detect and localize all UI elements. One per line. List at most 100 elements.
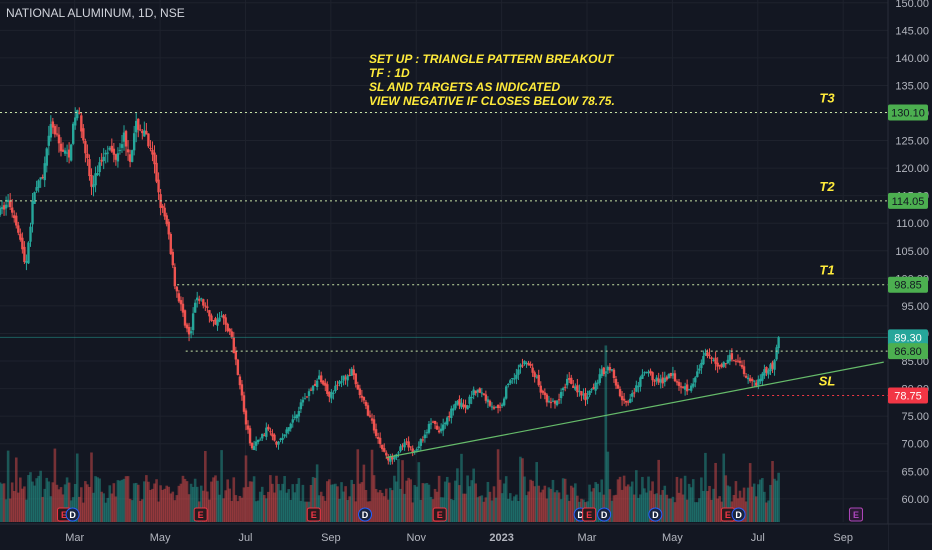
volume-bar — [708, 485, 711, 522]
price-tick-label: 135.00 — [895, 80, 929, 92]
candlesticks — [0, 107, 780, 465]
volume-bar — [488, 491, 492, 522]
time-tick-label: 2023 — [489, 532, 513, 544]
candle-body — [51, 121, 55, 128]
candle-body — [502, 398, 506, 406]
volume-bar — [159, 485, 162, 522]
volume-bar — [265, 498, 268, 522]
volume-bar — [592, 488, 595, 522]
candle-body — [116, 153, 120, 162]
candle-body — [59, 143, 63, 152]
price-axis[interactable]: 60.0065.0070.0075.0080.0085.0090.0095.00… — [887, 0, 932, 550]
candle-body — [71, 123, 75, 144]
candle-body — [608, 367, 612, 371]
volume-bar — [181, 475, 185, 522]
candle-body — [376, 436, 380, 439]
candle-body — [622, 398, 626, 401]
time-axis[interactable]: Mar May Jul Sep Nov 2023 Mar May Jul Sep — [0, 523, 932, 550]
volume-bar — [256, 500, 260, 522]
volume-bar — [244, 455, 248, 522]
candle-body — [368, 415, 372, 417]
volume-bar — [399, 488, 402, 522]
candle-body — [360, 395, 364, 398]
volume-bar — [187, 494, 191, 522]
volume-bar — [750, 486, 754, 522]
candle-body — [478, 388, 481, 393]
volume-bar — [218, 494, 221, 522]
volume-bar — [567, 500, 571, 522]
volume-bar — [403, 493, 406, 522]
candle-body — [320, 375, 323, 383]
volume-bar — [407, 477, 410, 522]
candle-body — [726, 359, 730, 364]
level-label-t1: T1 — [819, 263, 834, 278]
volume-bar — [651, 481, 654, 522]
candle-body — [716, 362, 719, 367]
candle-body — [527, 362, 530, 366]
volume-bar — [356, 449, 360, 522]
volume-bar — [250, 481, 254, 522]
candle-body — [529, 364, 532, 366]
candle-body — [15, 215, 18, 226]
volume-bar — [303, 501, 307, 522]
symbol-title[interactable]: NATIONAL ALUMINUM, 1D, NSE — [6, 6, 185, 20]
volume-bar — [769, 484, 772, 522]
candle-body — [338, 381, 341, 384]
candle-body — [600, 369, 603, 376]
volume-bar — [443, 481, 447, 522]
candle-body — [399, 446, 402, 452]
candle-body — [161, 205, 164, 208]
candle-body — [281, 437, 284, 440]
volume-bar — [234, 495, 238, 522]
candle-body — [403, 442, 406, 448]
volume-bar — [348, 496, 351, 522]
candle-body — [315, 380, 319, 388]
volume-bar — [649, 490, 652, 522]
volume-bar — [380, 492, 384, 522]
candle-body — [200, 298, 203, 300]
candle-body — [635, 385, 638, 392]
volume-bar — [226, 479, 229, 522]
candle-body — [415, 449, 418, 451]
candle-body — [466, 405, 469, 410]
volume-bar — [551, 479, 555, 522]
candle-body — [10, 207, 14, 213]
candle-body — [708, 354, 711, 356]
volume-bar — [635, 470, 638, 522]
volume-bar — [199, 485, 203, 522]
candle-body — [500, 404, 504, 406]
candle-body — [324, 382, 327, 386]
candle-body — [309, 389, 313, 391]
candle-body — [137, 118, 140, 130]
candle-body — [332, 392, 335, 394]
volume-bar — [25, 499, 28, 522]
volume-bar — [120, 479, 124, 522]
volume-bar — [12, 491, 16, 522]
volume-bar — [452, 500, 455, 522]
volume-bar — [352, 484, 356, 522]
candle-body — [401, 445, 404, 447]
volume-bar — [476, 497, 480, 522]
annotation-line: SET UP : TRIANGLE PATTERN BREAKOUT — [369, 52, 615, 66]
volume-bar — [710, 499, 713, 522]
candle-body — [439, 428, 443, 432]
price-tick-label: 140.00 — [895, 53, 929, 65]
volume-bar — [549, 488, 553, 522]
volume-bar — [553, 492, 557, 522]
volume-bar — [734, 481, 738, 522]
candle-body — [712, 359, 715, 361]
volume-bar — [201, 490, 205, 522]
candle-body — [69, 144, 73, 161]
price-label-breakout-bg — [888, 343, 928, 360]
candle-body — [598, 374, 601, 383]
candle-body — [537, 374, 540, 386]
candle-body — [210, 315, 213, 321]
candle-body — [61, 149, 65, 152]
volume-bar — [271, 483, 274, 522]
candle-body — [618, 389, 622, 397]
candle-body — [405, 441, 408, 443]
candle-body — [417, 446, 420, 448]
volume-bar — [136, 484, 140, 522]
